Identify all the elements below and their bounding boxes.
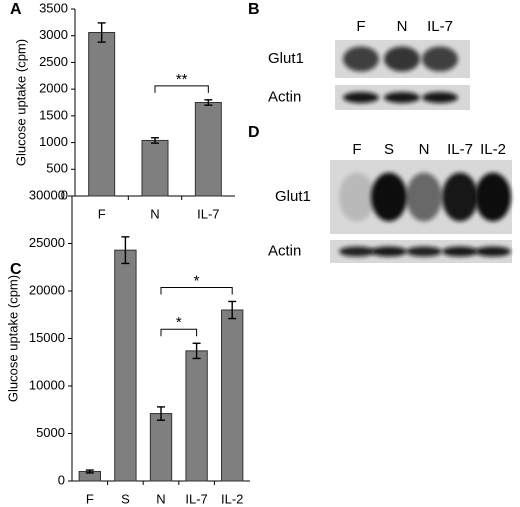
y-tick-label: 5000 bbox=[36, 425, 65, 440]
y-tick-label: 2000 bbox=[39, 81, 68, 96]
bar bbox=[221, 309, 244, 482]
error-bar bbox=[228, 300, 237, 320]
significance-bracket bbox=[160, 328, 198, 337]
blot-band bbox=[339, 172, 375, 222]
significance-label: * bbox=[176, 314, 182, 331]
y-axis-title: Glucose uptake (cpm) bbox=[13, 39, 28, 166]
bar bbox=[149, 413, 173, 482]
x-tick-label: N bbox=[150, 206, 159, 221]
x-tick-label: F bbox=[98, 206, 106, 221]
bar bbox=[141, 139, 169, 197]
blot-band bbox=[422, 46, 458, 72]
row-label: Actin bbox=[268, 242, 301, 259]
y-tick-label: 1500 bbox=[39, 107, 68, 122]
row-label: Glut1 bbox=[268, 50, 304, 67]
error-bar bbox=[121, 236, 130, 265]
error-bar bbox=[157, 406, 165, 421]
significance-bracket bbox=[154, 85, 209, 93]
blot-band bbox=[384, 46, 420, 72]
blot-band bbox=[442, 172, 478, 222]
x-tick-label: IL-2 bbox=[221, 491, 243, 506]
x-tick-label: F bbox=[86, 491, 94, 506]
lane-label: IL-2 bbox=[480, 141, 506, 158]
blot-band bbox=[422, 92, 458, 103]
y-axis-title: Glucose uptake (cpm) bbox=[5, 275, 20, 402]
panel-label: D bbox=[248, 124, 260, 141]
error-bar bbox=[192, 342, 201, 360]
error-bar bbox=[85, 469, 94, 474]
row-label: Actin bbox=[268, 88, 301, 105]
blot-band bbox=[475, 246, 511, 257]
error-bar bbox=[151, 137, 159, 144]
blot-band bbox=[343, 92, 379, 103]
blot-band bbox=[343, 46, 379, 72]
panel-label: B bbox=[248, 1, 260, 18]
error-bar bbox=[97, 22, 106, 43]
y-tick-label: 3500 bbox=[39, 0, 68, 15]
significance-label: * bbox=[194, 272, 200, 289]
x-tick-label: IL-7 bbox=[185, 491, 207, 506]
blot-band bbox=[475, 172, 511, 222]
y-tick-label: 30000 bbox=[29, 187, 65, 202]
lane-label: F bbox=[356, 18, 365, 35]
y-tick-label: 0 bbox=[58, 472, 65, 487]
panel-label: A bbox=[10, 1, 22, 18]
y-tick-label: 500 bbox=[46, 161, 68, 176]
bar bbox=[194, 102, 222, 197]
blot-band bbox=[442, 246, 478, 257]
bar bbox=[114, 249, 137, 482]
blot-band bbox=[371, 246, 407, 257]
y-tick-label: 3000 bbox=[39, 27, 68, 42]
y-tick-label: 25000 bbox=[29, 235, 65, 250]
bar bbox=[185, 350, 208, 482]
error-bar bbox=[204, 99, 213, 106]
blot-band bbox=[339, 246, 375, 257]
x-tick-label: S bbox=[121, 491, 130, 506]
x-tick-label: IL-7 bbox=[197, 206, 219, 221]
x-tick-label: N bbox=[156, 491, 165, 506]
y-tick-label: 2500 bbox=[39, 54, 68, 69]
bar bbox=[88, 32, 116, 197]
lane-label: N bbox=[419, 141, 430, 158]
lane-label: IL-7 bbox=[447, 141, 473, 158]
significance-bracket bbox=[160, 286, 233, 295]
lane-label: IL-7 bbox=[427, 18, 453, 35]
y-tick-label: 10000 bbox=[29, 377, 65, 392]
lane-label: S bbox=[384, 141, 394, 158]
panel-label: C bbox=[10, 261, 22, 278]
y-tick-label: 0 bbox=[61, 187, 68, 202]
lane-label: F bbox=[352, 141, 361, 158]
blot-band bbox=[371, 172, 407, 222]
y-tick-label: 15000 bbox=[29, 330, 65, 345]
y-tick-label: 1000 bbox=[39, 134, 68, 149]
blot-band bbox=[384, 92, 420, 103]
row-label: Glut1 bbox=[275, 188, 311, 205]
blot-band bbox=[406, 246, 442, 257]
blot-band bbox=[406, 172, 442, 222]
lane-label: N bbox=[397, 18, 408, 35]
y-tick-label: 20000 bbox=[29, 282, 65, 297]
significance-label: ** bbox=[176, 71, 188, 88]
